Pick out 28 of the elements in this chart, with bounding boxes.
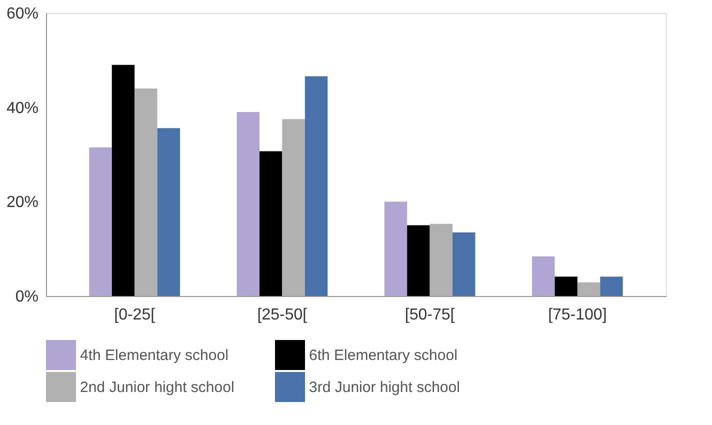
x-tick-label: [50-75[ [404, 306, 456, 324]
bar [384, 202, 408, 296]
bar [430, 224, 453, 296]
legend-label: 6th Elementary school [309, 347, 458, 364]
bar [236, 112, 260, 296]
bar [89, 147, 112, 296]
legend-label: 3rd Junior hight school [309, 379, 460, 396]
x-tick-label: [0-25[ [114, 306, 156, 324]
bar [452, 232, 476, 296]
bar [157, 128, 180, 296]
bar [304, 76, 328, 296]
bar [112, 64, 135, 296]
y-tick-label: 20% [6, 194, 38, 212]
x-tick-label: [25-50[ [257, 306, 308, 324]
bar [407, 225, 430, 296]
y-tick-label: 60% [6, 6, 38, 22]
x-tick-label: [75-100] [548, 306, 607, 324]
bar [282, 119, 305, 296]
bar [600, 276, 623, 296]
bar [577, 282, 600, 296]
legend-label: 4th Elementary school [80, 347, 228, 364]
y-tick-label: 40% [6, 100, 38, 117]
legend-label: 2nd Junior hight school [80, 379, 234, 396]
bar [532, 256, 555, 296]
y-tick-label: 0% [15, 288, 38, 306]
bar [259, 151, 282, 296]
bar [554, 276, 578, 296]
bar [134, 88, 158, 296]
